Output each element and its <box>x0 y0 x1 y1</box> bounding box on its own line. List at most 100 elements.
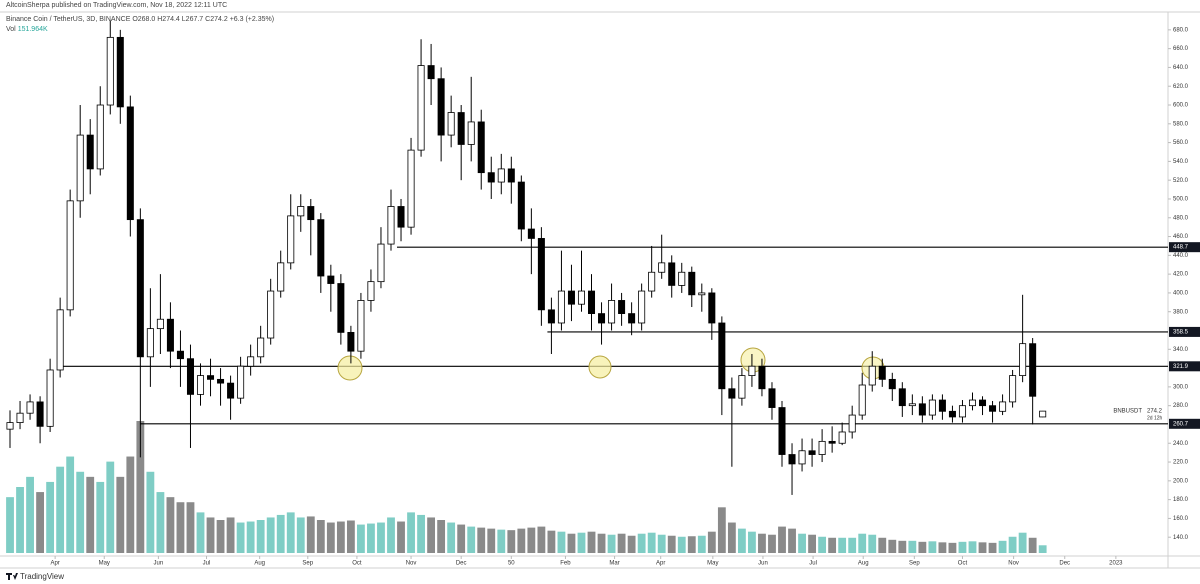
volume-bar <box>547 530 556 553</box>
candle-body <box>46 369 54 427</box>
candle-body <box>317 219 325 277</box>
symbol: Binance Coin / TetherUS, 3D, BINANCE <box>6 16 131 23</box>
candle-body <box>608 300 616 324</box>
countdown: 2d 12h <box>1147 415 1163 421</box>
candle-body <box>738 375 746 399</box>
volume-bar <box>457 524 466 553</box>
candle-body <box>658 262 666 273</box>
highlights <box>337 347 885 381</box>
x-tick-label: 50 <box>508 561 515 567</box>
ohlc-low: L267.7 <box>182 16 204 23</box>
y-tick-label: 500.0 <box>1173 197 1189 203</box>
y-tick-label: 440.0 <box>1173 253 1189 259</box>
volume-bar <box>427 517 436 553</box>
y-tick-label: 480.0 <box>1173 215 1189 221</box>
volume-bar <box>326 522 335 553</box>
volume-bar <box>557 531 566 553</box>
candle-body <box>868 365 876 386</box>
y-tick-label: 520.0 <box>1173 178 1189 184</box>
candle-body <box>146 328 154 358</box>
volume-bar <box>717 507 726 553</box>
volume-bar <box>858 533 867 553</box>
y-tick-label: 240.0 <box>1173 441 1189 447</box>
volume-bar <box>948 542 957 553</box>
volume-bar <box>597 533 606 553</box>
candle-body <box>367 281 375 301</box>
level-label: 321.9 <box>1173 364 1189 370</box>
y-tick-label: 340.0 <box>1173 347 1189 353</box>
x-tick-label: Aug <box>254 561 265 567</box>
volume-bar <box>537 526 546 553</box>
candle-body <box>507 168 515 183</box>
candle-body <box>788 454 796 465</box>
volume-bar <box>938 542 947 553</box>
volume-bar <box>1038 545 1047 553</box>
legend-line: Binance Coin / TetherUS, 3D, BINANCE O26… <box>6 16 274 23</box>
volume-bar <box>577 532 586 553</box>
y-tick-label: 380.0 <box>1173 309 1189 315</box>
candle-body <box>718 322 726 390</box>
volume-bar <box>657 534 666 553</box>
candle-body <box>417 65 425 151</box>
volume-bar <box>216 520 225 553</box>
candles-layer <box>6 20 1047 495</box>
candle-body <box>668 262 676 286</box>
candle-body <box>798 450 806 465</box>
volume-bar <box>86 476 95 553</box>
candle-body <box>708 292 716 324</box>
volume-bar <box>727 522 736 553</box>
candle-body <box>86 134 94 170</box>
volume-bar <box>156 492 165 553</box>
candle-body <box>1029 343 1037 397</box>
volume-bar <box>497 529 506 553</box>
candle-body <box>728 388 736 399</box>
volume-bar <box>567 533 576 553</box>
x-tick-label: Sep <box>302 561 313 567</box>
x-tick-label: Mar <box>609 561 619 567</box>
volume-bar <box>417 514 425 553</box>
level-tag <box>1169 418 1200 429</box>
y-tick-label: 620.0 <box>1173 84 1189 90</box>
level-label: 448.7 <box>1173 245 1189 251</box>
y-tick-label: 280.0 <box>1173 403 1189 409</box>
volume-bar <box>848 537 857 553</box>
candle-body <box>116 36 124 108</box>
candle-body <box>277 262 285 292</box>
y-tick-label: 540.0 <box>1173 159 1189 165</box>
candle-body <box>357 300 365 352</box>
volume-bar <box>407 512 415 553</box>
candle-body <box>698 292 706 296</box>
candle-body <box>588 290 596 314</box>
ohlc-high: H274.4 <box>157 16 180 23</box>
candle-body <box>948 410 956 418</box>
volume-bar <box>737 528 746 553</box>
volume-bar <box>788 528 796 553</box>
candle-body <box>196 375 205 395</box>
volume-bar <box>316 520 325 553</box>
candle-body <box>66 200 74 311</box>
x-tick-label: 2023 <box>1109 561 1123 567</box>
candle-body <box>858 384 866 416</box>
volume-bar <box>958 541 967 553</box>
y-tick-label: 660.0 <box>1173 46 1189 52</box>
publisher: AltcoinSherpa published on TradingView.c… <box>6 2 227 9</box>
candle-body <box>96 104 104 170</box>
volume-bar <box>176 502 185 553</box>
candle-body <box>547 309 555 324</box>
volume-bar <box>447 522 456 553</box>
candle-body <box>567 290 575 305</box>
candle-body <box>156 318 164 330</box>
volume-bar <box>1018 532 1027 553</box>
volume-bar <box>808 534 816 553</box>
candle-body <box>237 365 245 399</box>
volume-bar <box>768 534 776 553</box>
ohlc-close: C274.2 <box>205 16 228 23</box>
y-tick-label: 420.0 <box>1173 272 1189 278</box>
volume-bar <box>677 536 686 553</box>
volume-bar <box>647 532 656 553</box>
candle-body <box>878 365 886 380</box>
candle-body <box>377 243 385 283</box>
y-tick-label: 140.0 <box>1173 535 1189 541</box>
candle-body <box>6 422 14 430</box>
price-tag: 274.2 <box>1147 409 1163 415</box>
